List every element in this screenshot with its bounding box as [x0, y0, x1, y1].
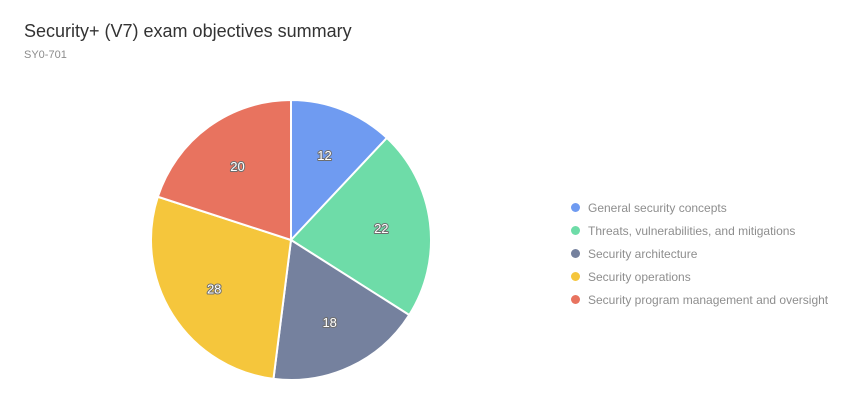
legend-item-1[interactable]: General security concepts [571, 196, 828, 219]
legend-item-4[interactable]: Security operations [571, 265, 828, 288]
legend: General security concepts Threats, vulner… [571, 196, 828, 311]
chart-header: Security+ (V7) exam objectives summary S… [24, 20, 352, 62]
legend-dot [571, 272, 580, 281]
legend-label: Security program management and oversigh… [588, 292, 829, 307]
chart-subtitle: SY0-701 [24, 49, 67, 61]
pie-slice-label: 18 [322, 315, 336, 330]
pie-slice-label: 22 [374, 221, 388, 236]
legend-label: Security architecture [588, 246, 698, 261]
pie-slice-label: 20 [230, 159, 244, 174]
legend-item-5[interactable]: Security program management and oversigh… [571, 288, 828, 311]
chart-title: Security+ (V7) exam objectives summary [24, 21, 352, 41]
pie-slice-2[interactable] [290, 136, 432, 317]
legend-label: Security operations [588, 269, 691, 284]
pie-slice-1[interactable] [290, 99, 388, 241]
pie-slice-5[interactable] [156, 99, 292, 241]
legend-item-3[interactable]: Security architecture [571, 242, 828, 265]
pie-slice-label: 28 [207, 281, 221, 296]
pie-slice-4[interactable] [150, 195, 292, 380]
legend-dot [571, 295, 580, 304]
pie-chart: 12 22 18 28 20 [150, 99, 432, 381]
legend-label: General security concepts [588, 200, 727, 215]
legend-item-2[interactable]: Threats, vulnerabilities, and mitigation… [571, 219, 828, 242]
pie-slice-label: 12 [317, 148, 331, 163]
legend-dot [571, 203, 580, 212]
legend-dot [571, 249, 580, 258]
legend-label: Threats, vulnerabilities, and mitigation… [588, 223, 796, 238]
legend-dot [571, 226, 580, 235]
pie-slice-3[interactable] [272, 239, 411, 381]
